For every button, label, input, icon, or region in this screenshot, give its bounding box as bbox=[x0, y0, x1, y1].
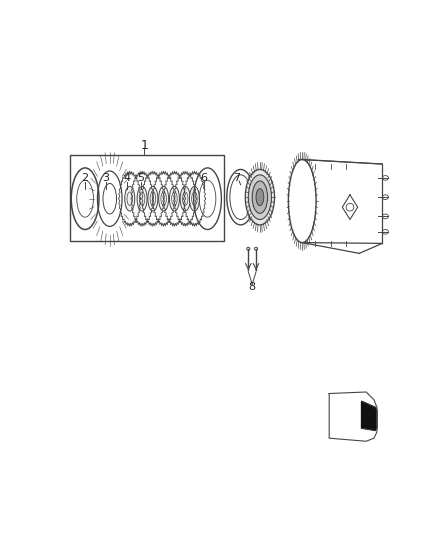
Polygon shape bbox=[361, 401, 377, 431]
Ellipse shape bbox=[252, 181, 268, 213]
Text: 5: 5 bbox=[137, 173, 144, 183]
Ellipse shape bbox=[170, 187, 180, 211]
Bar bbox=[70, 155, 224, 241]
Ellipse shape bbox=[180, 187, 190, 211]
Ellipse shape bbox=[190, 187, 199, 211]
Ellipse shape bbox=[148, 187, 158, 211]
Ellipse shape bbox=[137, 187, 147, 211]
Ellipse shape bbox=[159, 187, 169, 211]
Text: 3: 3 bbox=[102, 173, 110, 183]
Text: 7: 7 bbox=[233, 173, 240, 183]
Ellipse shape bbox=[248, 175, 272, 220]
Text: 1: 1 bbox=[141, 139, 148, 152]
Text: 4: 4 bbox=[124, 173, 131, 183]
Ellipse shape bbox=[125, 187, 135, 211]
Ellipse shape bbox=[256, 189, 264, 206]
Ellipse shape bbox=[245, 169, 275, 225]
Text: 8: 8 bbox=[249, 282, 256, 292]
Text: 6: 6 bbox=[200, 173, 207, 183]
Text: 2: 2 bbox=[81, 173, 88, 183]
